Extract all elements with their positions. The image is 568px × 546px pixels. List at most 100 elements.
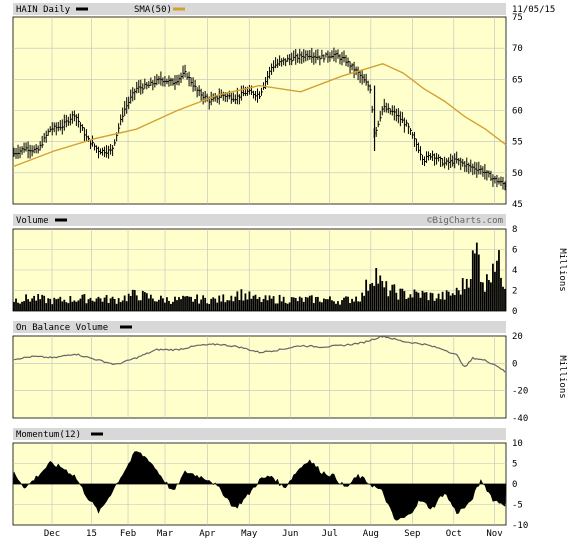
volume-bar [479, 281, 482, 311]
volume-bar [421, 290, 424, 311]
volume-bar [435, 298, 438, 311]
x-tick-label: Oct [446, 529, 462, 539]
volume-bar [162, 298, 164, 311]
obv-title: On Balance Volume [16, 323, 108, 333]
price-bar [436, 152, 439, 165]
price-bar [401, 111, 404, 123]
price-bar [256, 88, 259, 103]
price-bar [146, 82, 149, 90]
volume-bar [246, 299, 249, 311]
volume-bar [252, 295, 255, 311]
volume-bar [341, 300, 343, 311]
volume-bar [308, 295, 311, 311]
price-bar [393, 105, 396, 121]
volume-bar [99, 298, 102, 311]
price-bar [446, 158, 449, 166]
price-bar [13, 147, 16, 157]
volume-bar [248, 291, 251, 311]
price-bar [261, 87, 264, 96]
price-bar [331, 50, 334, 59]
price-bar [287, 54, 290, 62]
volume-bar [401, 288, 404, 311]
price-bar [118, 123, 121, 134]
volume-bar [131, 289, 134, 311]
volume-bar [127, 293, 130, 311]
price-bar [100, 148, 103, 155]
price-bar [341, 51, 344, 66]
price-bar [23, 142, 26, 153]
x-tick-label: Dec [44, 529, 60, 539]
volume-bar [234, 296, 237, 311]
volume-bar [415, 291, 418, 311]
price-bar [166, 78, 169, 85]
volume-bar [310, 295, 313, 311]
price-bar [17, 144, 20, 159]
price-bar [259, 91, 261, 99]
price-bar [136, 81, 139, 94]
volume-bar [467, 287, 470, 311]
price-bar [29, 144, 32, 159]
price-bar [186, 72, 189, 80]
volume-bar [153, 301, 156, 311]
price-bar [466, 157, 469, 172]
volume-bar [399, 288, 402, 311]
volume-bar [186, 296, 188, 311]
price-bar [409, 127, 412, 135]
price-bar [474, 161, 477, 175]
volume-bar [498, 250, 500, 311]
volume-bar [361, 292, 364, 311]
price-bar [498, 177, 501, 185]
price-bar [480, 165, 483, 175]
volume-bar [25, 294, 27, 311]
price-bar [148, 80, 151, 88]
volume-bar [278, 294, 281, 311]
price-bar [367, 80, 370, 91]
volume-bar [329, 296, 331, 311]
volume-bar [437, 293, 440, 311]
momentum-panel: -10 -5 0 5 10 [12, 439, 528, 531]
volume-bar [490, 282, 492, 311]
volume-y-tick-label: 2 [512, 287, 517, 297]
volume-bar [202, 295, 205, 311]
volume-bar [487, 280, 490, 311]
volume-bar [157, 299, 160, 311]
volume-bar [385, 281, 388, 311]
price-bar [307, 50, 310, 61]
volume-bar [485, 274, 488, 311]
x-tick-label: Mar [157, 529, 174, 539]
price-bar [248, 84, 251, 95]
volume-bar [39, 299, 42, 311]
volume-bar [286, 303, 289, 311]
price-y-tick-label: 50 [512, 169, 523, 179]
price-bar [98, 146, 101, 159]
price-bar [112, 145, 115, 157]
price-bar [438, 154, 441, 162]
volume-y-tick-label: 4 [512, 266, 517, 276]
price-bar [150, 77, 153, 86]
volume-bar [121, 300, 124, 311]
momentum-y-tick-label: 5 [512, 460, 517, 470]
price-y-tick-label: 70 [512, 44, 523, 54]
price-bar [79, 122, 82, 133]
volume-bar [417, 292, 420, 311]
price-y-tick-label: 60 [512, 107, 523, 117]
volume-bar [288, 302, 291, 311]
volume-bar [339, 304, 341, 311]
price-bar [69, 113, 72, 126]
price-bar [59, 120, 62, 131]
price-bar [102, 147, 105, 156]
volume-bar [413, 289, 416, 311]
price-bar [333, 47, 336, 62]
obv-y-tick-label: -40 [512, 414, 528, 424]
price-bar [39, 141, 42, 151]
price-bar [35, 144, 38, 154]
volume-bar [77, 300, 80, 311]
volume-bar [184, 296, 186, 311]
price-bar [275, 57, 278, 69]
price-bar [108, 145, 111, 159]
volume-bar [206, 303, 209, 311]
x-tick-label: Apr [199, 529, 216, 539]
price-bar [444, 156, 447, 169]
volume-bar [377, 283, 380, 311]
volume-bar [67, 303, 70, 311]
